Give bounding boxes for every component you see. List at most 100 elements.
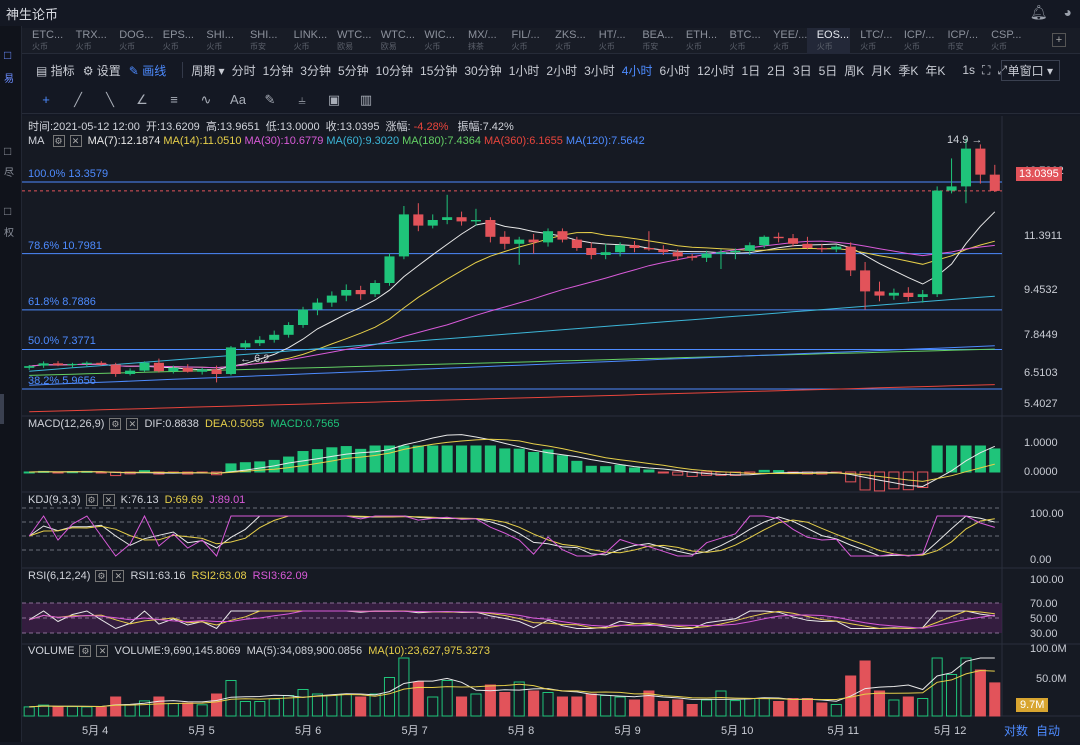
symbol-tab[interactable]: SHI... 火币	[196, 28, 240, 54]
chart-svg[interactable]	[22, 116, 1080, 742]
period-option[interactable]: 15分钟	[420, 63, 458, 78]
period-option[interactable]: 1分钟	[262, 63, 294, 78]
expand-icon[interactable]: ⤢	[997, 62, 1008, 77]
volume-label: VOLUME	[28, 645, 75, 657]
symbol-tab[interactable]: LINK... 火币	[284, 28, 328, 54]
symbol-tab[interactable]: WIC... 火币	[414, 28, 458, 54]
period-option[interactable]: 月K	[871, 63, 892, 78]
symbol-tab[interactable]: ICP/... 火币	[894, 28, 938, 54]
sidebar-icon-doc[interactable]: □	[4, 144, 12, 158]
symbol-tab[interactable]: CSP... 火币	[981, 28, 1025, 54]
user-icon[interactable]: ◕	[1063, 4, 1072, 20]
candle-body	[24, 366, 35, 368]
log-scale-button[interactable]: 对数	[1004, 724, 1029, 738]
period-option[interactable]: 季K	[898, 63, 919, 78]
add-tab-button[interactable]: +	[1052, 33, 1066, 47]
symbol-tab[interactable]: EOS... 火币	[806, 28, 851, 54]
rsi-label: RSI(6,12,24)	[28, 570, 91, 582]
candle-body	[240, 343, 251, 348]
draw-button[interactable]: ✎ 画线	[128, 63, 167, 78]
period-option[interactable]: 3小时	[584, 63, 615, 78]
measure-icon[interactable]: ⫨	[298, 91, 306, 107]
symbol-tab[interactable]: EPS... 火币	[153, 28, 197, 54]
sidebar-icon-grid[interactable]: □	[4, 48, 12, 62]
symbol-tab[interactable]: YEE/... 火币	[763, 28, 807, 54]
rsi-close-icon[interactable]: ✕	[112, 570, 125, 583]
kdj-close-icon[interactable]: ✕	[102, 494, 115, 507]
ma-close-icon[interactable]: ✕	[69, 135, 82, 148]
chart-area[interactable]: 时间:2021-05-12 12:00 开:13.6209 高:13.9651 …	[22, 116, 1080, 742]
volume-close-icon[interactable]: ✕	[96, 645, 109, 658]
pen-icon[interactable]: ╱	[74, 91, 82, 107]
window-mode-select[interactable]: 单窗口 ▾	[1000, 60, 1060, 81]
volume-settings-icon[interactable]: ⚙	[79, 645, 92, 658]
macd-settings-icon[interactable]: ⚙	[109, 418, 122, 431]
symbol-tabs: ETC... 火币 TRX... 火币 DOG... 火币 EPS... 火币 SHI... 火币…	[22, 28, 1080, 54]
symbol-tab[interactable]: TRX... 火币	[66, 28, 110, 54]
settings-button[interactable]: ⚙ 设置	[82, 63, 121, 78]
volume-bar	[628, 699, 641, 717]
symbol-tab[interactable]: ETC... 火币	[22, 28, 66, 54]
angle-icon[interactable]: ∠	[136, 91, 148, 107]
app-title: 神生论币	[6, 6, 59, 22]
symbol-tab[interactable]: WTC... 欧易	[327, 28, 371, 54]
period-option[interactable]: 30分钟	[464, 63, 502, 78]
auto-scale-button[interactable]: 自动	[1036, 724, 1061, 738]
period-option[interactable]: 1小时	[508, 63, 540, 78]
symbol-tab[interactable]: HT/... 火币	[589, 28, 633, 54]
symbol-tab[interactable]: ICP/... 币安	[937, 28, 981, 54]
kdj-settings-icon[interactable]: ⚙	[85, 494, 98, 507]
sidebar-label-2[interactable]: 尽	[4, 168, 14, 179]
period-option[interactable]: 10分钟	[375, 63, 414, 78]
period-option[interactable]: 5分钟	[337, 63, 369, 78]
symbol-tab[interactable]: ZKS... 火币	[545, 28, 589, 54]
period-option[interactable]: 5日	[818, 63, 838, 78]
macd-bar	[571, 460, 583, 473]
period-option[interactable]: 1日	[741, 63, 761, 78]
period-option[interactable]: 年K	[925, 63, 946, 78]
sidebar-label-3[interactable]: 权	[4, 228, 14, 239]
period-option[interactable]: 3日	[792, 63, 812, 78]
symbol-tab[interactable]: DOG... 火币	[109, 28, 153, 54]
fib-label: 38.2% 5.9656	[28, 374, 96, 387]
symbol-tab[interactable]: LTC/... 火币	[850, 28, 894, 54]
ma-settings-icon[interactable]: ⚙	[52, 135, 65, 148]
sidebar-collapse-handle[interactable]	[0, 394, 4, 424]
period-option[interactable]: 分时	[231, 63, 256, 78]
symbol-tab[interactable]: WTC... 欧易	[371, 28, 415, 54]
crosshair-icon[interactable]: +	[42, 92, 50, 107]
period-option[interactable]: 2日	[767, 63, 786, 78]
seconds-button[interactable]: 1s	[962, 63, 976, 77]
trash-icon[interactable]: ▥	[359, 91, 373, 107]
sidebar-icon-rights[interactable]: □	[4, 204, 12, 218]
hlines-icon[interactable]: ≡	[170, 92, 178, 107]
bell-icon[interactable]: 🔔︎	[1029, 4, 1048, 20]
candle-body	[326, 295, 337, 303]
wave-icon[interactable]: ∿	[200, 91, 212, 107]
indicators-button[interactable]: ▤ 指标	[36, 63, 75, 78]
brush-icon[interactable]: ✎	[264, 91, 276, 107]
volume-bar	[614, 696, 626, 717]
line-icon[interactable]: ╲	[106, 91, 114, 107]
tab-symbol: ZKS...	[555, 29, 586, 41]
period-dropdown[interactable]: 周期 ▾	[191, 63, 225, 78]
symbol-tab[interactable]: SHI... 币安	[240, 28, 284, 54]
sidebar-label-1[interactable]: 易	[4, 74, 14, 85]
symbol-tab[interactable]: BTC... 火币	[720, 28, 764, 54]
period-option[interactable]: 3分钟	[300, 63, 331, 78]
macd-close-icon[interactable]: ✕	[126, 418, 139, 431]
symbol-tab[interactable]: MX/... 抹茶	[458, 28, 502, 54]
lock-icon[interactable]: ▣	[327, 91, 341, 107]
period-option[interactable]: 12小时	[697, 63, 735, 78]
candle-body	[802, 243, 813, 248]
text-icon[interactable]: Aa	[230, 92, 246, 107]
symbol-tab[interactable]: ETH... 火币	[676, 28, 720, 54]
symbol-tab[interactable]: FIL/... 火币	[502, 28, 546, 54]
period-option[interactable]: 2小时	[546, 63, 578, 78]
symbol-tab[interactable]: BEA... 币安	[632, 28, 676, 54]
rsi-settings-icon[interactable]: ⚙	[95, 570, 108, 583]
fullscreen-icon[interactable]: ⛶	[982, 62, 991, 77]
period-option[interactable]: 6小时	[659, 63, 691, 78]
period-option[interactable]: 周K	[844, 63, 865, 78]
period-option[interactable]: 4小时	[621, 63, 653, 78]
